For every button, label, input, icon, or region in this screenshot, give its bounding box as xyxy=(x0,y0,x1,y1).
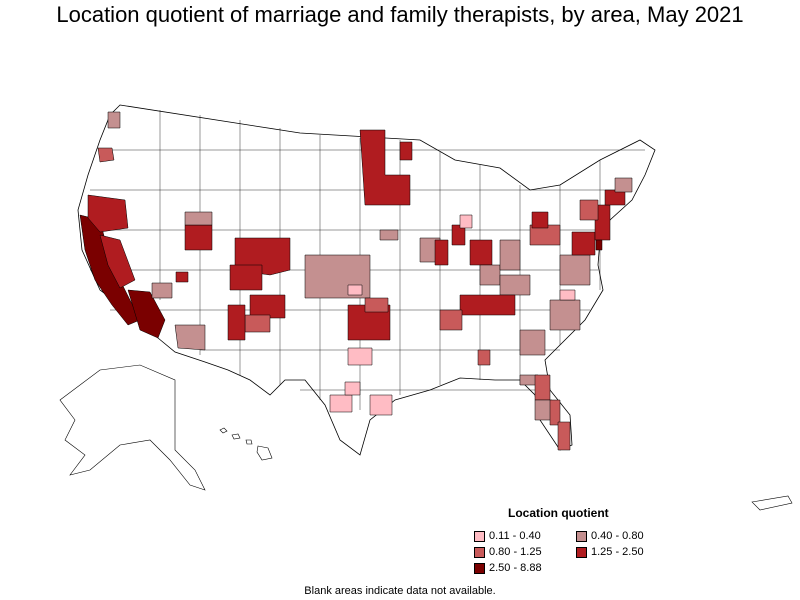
area-utah-north xyxy=(184,224,213,251)
legend-item-1: 0.40 - 0.80 xyxy=(576,530,644,542)
area-california-central xyxy=(99,234,136,289)
area-minnesota-north xyxy=(399,141,413,161)
area-indiana xyxy=(469,239,493,266)
area-florida-central xyxy=(534,399,553,421)
area-kansas-se xyxy=(347,284,363,296)
map-title: Location quotient of marriage and family… xyxy=(56,2,744,27)
area-new-mexico-north xyxy=(249,294,286,319)
area-new-mexico-west xyxy=(227,304,246,341)
area-ny-west xyxy=(531,211,549,229)
area-virginia xyxy=(559,254,591,286)
area-colorado-south xyxy=(229,264,263,291)
area-arkansas-nw xyxy=(364,297,389,313)
hawaii-islands xyxy=(219,427,273,461)
legend-label: 0.80 - 1.25 xyxy=(489,546,542,558)
area-pennsylvania xyxy=(529,224,561,246)
area-georgia xyxy=(519,329,546,356)
legend-swatch xyxy=(474,546,485,558)
area-utah-south xyxy=(175,271,189,283)
area-california-north xyxy=(87,194,129,233)
legend-label: 1.25 - 2.50 xyxy=(591,546,644,558)
area-arizona-south xyxy=(174,324,206,351)
area-ohio xyxy=(499,239,521,271)
area-iowa xyxy=(379,229,399,241)
legend-item-4: 2.50 - 8.88 xyxy=(474,562,542,574)
alaska-outline xyxy=(59,364,206,491)
area-maryland xyxy=(571,231,596,256)
area-nevada-south xyxy=(151,282,173,299)
area-florida-south xyxy=(557,421,571,451)
area-texas-houston xyxy=(369,394,393,416)
area-texas-central xyxy=(344,381,361,396)
shaded-areas xyxy=(79,111,633,451)
area-texas-dallas xyxy=(347,347,373,366)
area-florida-north xyxy=(534,374,551,401)
legend-item-3: 1.25 - 2.50 xyxy=(576,546,644,558)
area-southern-california xyxy=(127,289,166,339)
legend-swatch xyxy=(474,530,485,542)
area-oregon-west xyxy=(97,147,115,163)
area-michigan-sw xyxy=(459,214,473,229)
area-indiana-south xyxy=(479,264,501,286)
area-new-mexico-central xyxy=(244,314,271,333)
area-kentucky xyxy=(499,274,531,296)
area-illinois-central xyxy=(434,239,449,266)
area-tennessee-west xyxy=(439,309,463,331)
legend-swatch xyxy=(474,562,485,574)
footnote: Blank areas indicate data not available. xyxy=(304,585,496,597)
legend-label: 0.11 - 0.40 xyxy=(489,530,541,542)
area-nc-central xyxy=(559,289,576,301)
area-washington xyxy=(107,111,121,129)
area-new-york xyxy=(579,199,599,221)
area-florida-east xyxy=(549,399,561,426)
legend-label: 0.40 - 0.80 xyxy=(591,530,644,542)
area-new-england xyxy=(614,177,633,193)
area-mississippi xyxy=(477,349,491,366)
area-carolinas xyxy=(549,299,581,331)
area-tennessee xyxy=(459,294,516,316)
legend-label: 2.50 - 8.88 xyxy=(489,562,542,574)
area-delaware xyxy=(595,239,603,251)
legend-swatch xyxy=(576,530,587,542)
legend-item-0: 0.11 - 0.40 xyxy=(474,530,541,542)
puerto-rico-outline xyxy=(751,495,793,511)
area-minnesota xyxy=(359,129,411,206)
area-utah-ne xyxy=(184,211,213,226)
legend-swatch xyxy=(576,546,587,558)
area-texas-austin xyxy=(329,394,353,413)
legend-item-2: 0.80 - 1.25 xyxy=(474,546,542,558)
legend-title: Location quotient xyxy=(508,506,609,520)
